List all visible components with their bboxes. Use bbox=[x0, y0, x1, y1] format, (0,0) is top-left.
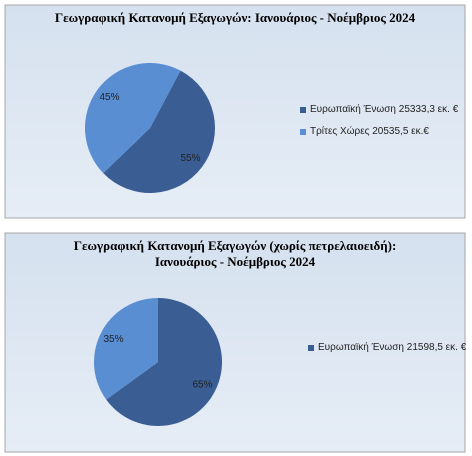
chart-panel bbox=[4, 232, 466, 453]
pie-slice bbox=[103, 70, 215, 193]
chart-title: Ιανουάριος - Νοέμβριος 2024 bbox=[155, 254, 316, 269]
data-label: 35% bbox=[104, 334, 124, 345]
legend-entry: Τρίτες Χώρες 20535,5 εκ.€ bbox=[310, 126, 429, 137]
chart-title: Γεωγραφική Κατανομή Εξαγωγών (χωρίς πετρ… bbox=[74, 238, 397, 253]
data-label: 45% bbox=[100, 92, 120, 103]
legend-entry: Ευρωπαϊκή Ένωση 25333,3 εκ. € bbox=[310, 104, 459, 115]
legend-swatch bbox=[300, 129, 306, 135]
legend-entry: Ευρωπαϊκή Ένωση 21598,5 εκ. € bbox=[318, 342, 467, 353]
legend-label: Ευρωπαϊκή Ένωση 25333,3 εκ. € bbox=[310, 104, 459, 115]
pie-slice bbox=[84, 62, 181, 174]
legend-label: Ευρωπαϊκή Ένωση 21598,5 εκ. € bbox=[318, 342, 467, 353]
chart-panel bbox=[4, 4, 466, 219]
legend-swatch bbox=[300, 107, 306, 113]
legend-swatch bbox=[308, 345, 314, 351]
legend-label: Τρίτες Χώρες 20535,5 εκ.€ bbox=[310, 126, 429, 137]
data-label: 55% bbox=[180, 153, 200, 164]
pie-slice bbox=[106, 298, 222, 427]
pie-slice bbox=[94, 298, 158, 400]
data-label: 65% bbox=[192, 379, 212, 390]
chart-title: Γεωγραφική Κατανομή Εξαγωγών: Ιανουάριος… bbox=[55, 10, 416, 25]
